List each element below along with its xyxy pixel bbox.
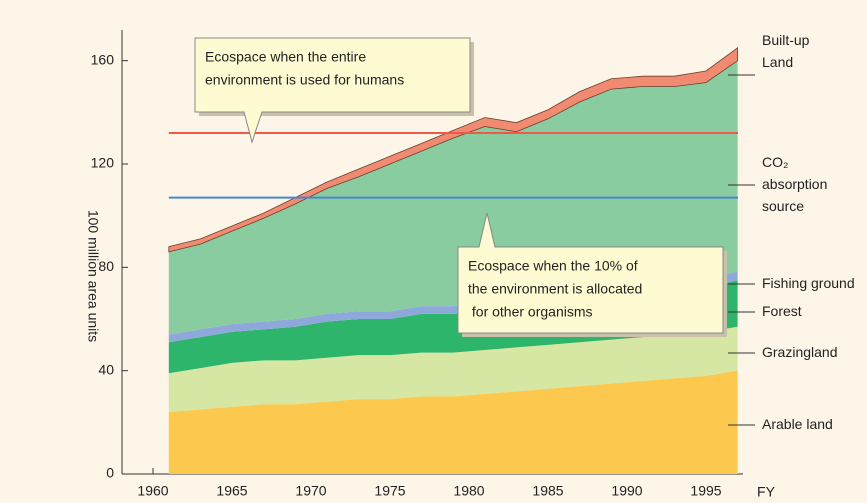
x-tick-label: 1960 — [137, 483, 168, 499]
area — [168, 46, 738, 253]
series-label: CO₂ absorption source — [762, 154, 827, 214]
y-tick-label: 160 — [91, 51, 115, 67]
x-tick-label: 1980 — [453, 483, 484, 499]
y-tick-label: 80 — [98, 258, 114, 274]
callout-text: environment is used for humans — [205, 72, 404, 88]
series-label-line: CO₂ — [762, 154, 788, 170]
callout-text: Ecospace when the entire — [205, 49, 366, 65]
x-tick-label: 1975 — [374, 483, 405, 499]
series-label: Built-up Land — [762, 32, 810, 70]
series-label-line: absorption — [762, 176, 827, 192]
series-label-line: source — [762, 198, 804, 214]
series-label-line: Land — [762, 54, 793, 70]
series-label: Arable land — [762, 416, 833, 432]
y-tick-label: 120 — [91, 155, 115, 171]
area — [168, 370, 738, 474]
callout — [457, 212, 724, 334]
series-label: Grazingland — [762, 344, 838, 360]
area — [168, 326, 738, 412]
callout — [194, 37, 471, 144]
x-tick-label: 1985 — [532, 483, 563, 499]
series-label-line: Forest — [762, 303, 802, 319]
x-tick-label: 1990 — [611, 483, 642, 499]
series-label-line: Fishing ground — [762, 275, 855, 291]
series-label: Fishing ground — [762, 275, 855, 291]
series-label-line: Built-up — [762, 32, 810, 48]
y-axis-label: 100 million area units — [85, 210, 101, 342]
y-tick-label: 0 — [106, 465, 114, 481]
callout-text: the environment is allocated — [468, 281, 642, 297]
callout-text: Ecospace when the 10% of — [468, 258, 638, 274]
x-axis-label: FY — [757, 484, 776, 500]
area — [168, 271, 738, 343]
y-tick-label: 40 — [98, 361, 114, 377]
x-tick-label: 1995 — [690, 483, 721, 499]
series-label: Forest — [762, 303, 802, 319]
series-label-line: Grazingland — [762, 344, 838, 360]
x-tick-label: 1965 — [216, 483, 247, 499]
x-tick-label: 1970 — [295, 483, 326, 499]
series-label-line: Arable land — [762, 416, 833, 432]
callout-text: for other organisms — [468, 304, 593, 320]
